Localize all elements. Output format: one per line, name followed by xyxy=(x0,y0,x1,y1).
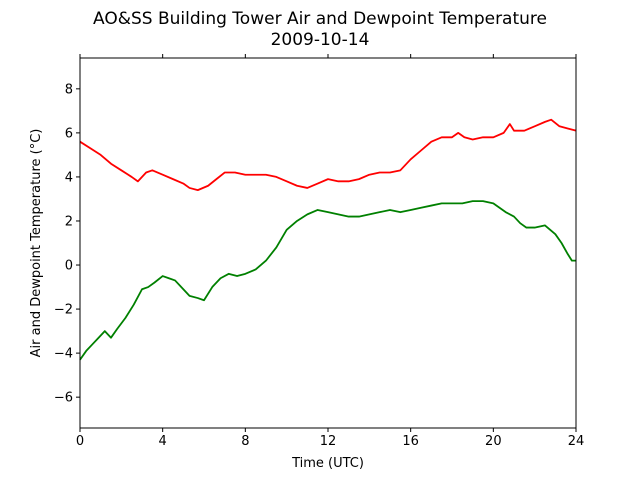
x-tick-label: 4 xyxy=(159,434,167,449)
y-tick-label: 4 xyxy=(65,170,73,185)
series-line-1 xyxy=(79,200,576,361)
series-layer xyxy=(79,118,577,361)
chart-subtitle: 2009-10-14 xyxy=(271,30,370,50)
y-tick-label: 0 xyxy=(65,259,73,274)
x-tick-label: 20 xyxy=(485,434,502,449)
y-tick-label: −4 xyxy=(54,347,73,362)
y-tick-label: −6 xyxy=(54,391,73,406)
series-line-0 xyxy=(79,118,577,192)
y-axis-label: Air and Dewpoint Temperature (°C) xyxy=(29,129,44,358)
x-axis-label: Time (UTC) xyxy=(291,456,364,471)
y-tick-label: 8 xyxy=(65,82,73,97)
x-tick-label: 24 xyxy=(568,434,585,449)
y-tick-label: 6 xyxy=(65,126,73,141)
plot-frame xyxy=(79,57,577,429)
x-tick-label: 16 xyxy=(402,434,419,449)
y-tick-label: −2 xyxy=(54,303,73,318)
x-tick-label: 12 xyxy=(320,434,337,449)
x-tick-label: 0 xyxy=(76,434,84,449)
chart-title: AO&SS Building Tower Air and Dewpoint Te… xyxy=(93,9,547,29)
y-tick-label: 2 xyxy=(65,214,73,229)
x-tick-label: 8 xyxy=(241,434,249,449)
